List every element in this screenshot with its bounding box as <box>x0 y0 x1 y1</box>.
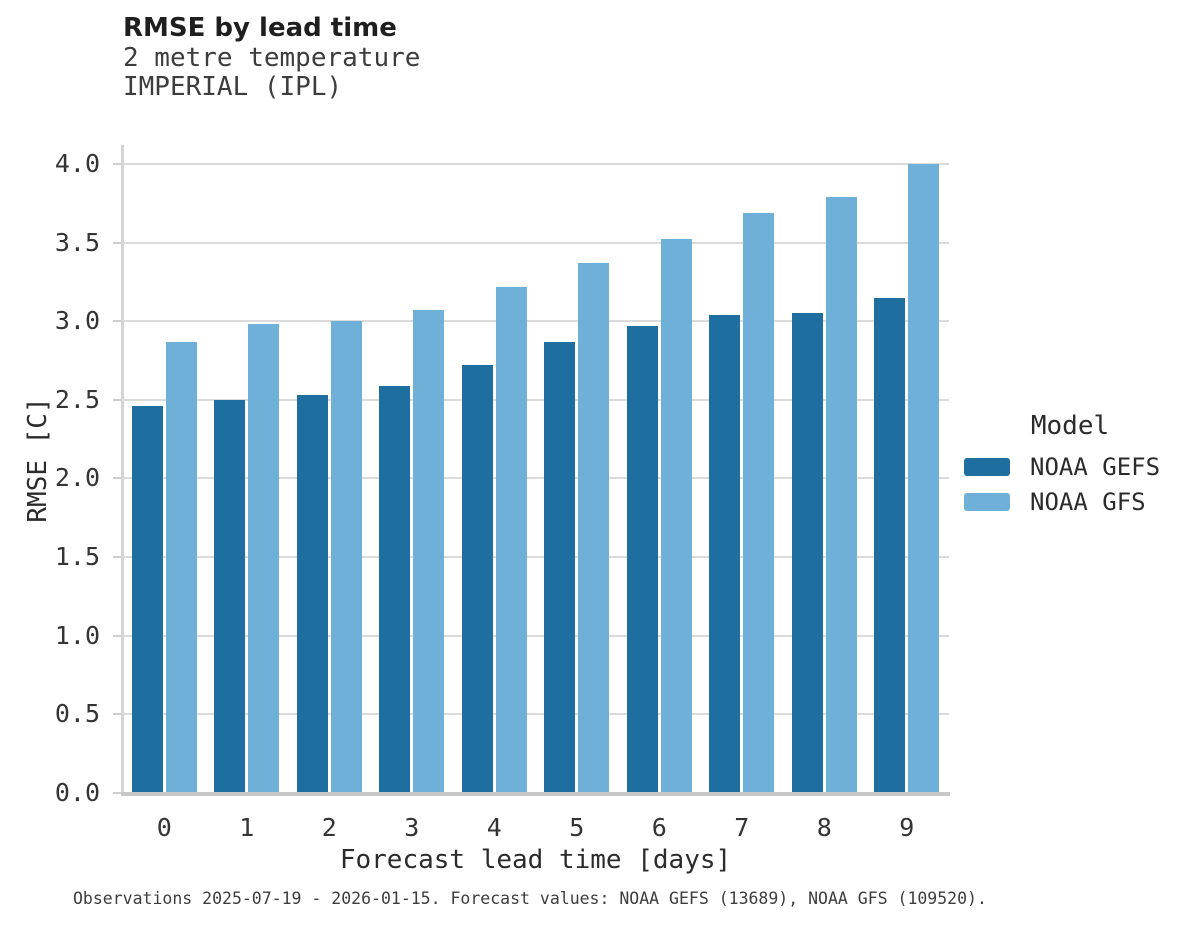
bar-noaa-gefs-lead-3 <box>379 385 411 793</box>
y-tick-label-1.0: 1.0 <box>54 620 100 650</box>
chart-title: RMSE by lead time <box>123 13 397 43</box>
x-tick-label-6: 6 <box>651 813 667 842</box>
y-axis-spine <box>121 145 124 793</box>
legend-label-noaa-gefs: NOAA GEFS <box>1030 452 1161 481</box>
bar-noaa-gfs-lead-3 <box>413 310 445 793</box>
x-tick-label-8: 8 <box>816 813 832 842</box>
gridline-1.5 <box>123 556 949 559</box>
legend-swatch-noaa-gefs <box>964 457 1010 476</box>
x-tick-label-7: 7 <box>734 813 750 842</box>
y-tick-0.5 <box>113 713 121 716</box>
legend-entry-noaa-gfs: NOAA GFS <box>964 484 1176 519</box>
chart-subtitle-line-1: 2 metre temperature <box>123 43 421 73</box>
bar-noaa-gfs-lead-7 <box>743 212 775 793</box>
x-tick-label-9: 9 <box>899 813 915 842</box>
bar-noaa-gefs-lead-5 <box>544 341 576 793</box>
y-tick-label-0.0: 0.0 <box>54 778 100 807</box>
y-tick-label-1.5: 1.5 <box>54 542 100 572</box>
y-tick-label-3.5: 3.5 <box>54 227 100 257</box>
bar-noaa-gfs-lead-2 <box>330 321 362 793</box>
bar-noaa-gfs-lead-4 <box>495 286 527 793</box>
y-tick-2.0 <box>113 477 121 480</box>
legend-label-noaa-gfs: NOAA GFS <box>1030 487 1146 516</box>
bar-noaa-gefs-lead-2 <box>296 395 328 793</box>
legend-title: Model <box>1030 411 1110 441</box>
y-tick-1.0 <box>113 634 121 637</box>
gridline-0.5 <box>123 713 949 716</box>
bar-noaa-gefs-lead-0 <box>131 406 163 793</box>
y-tick-2.5 <box>113 398 121 401</box>
bar-noaa-gfs-lead-0 <box>165 341 197 793</box>
x-tick-row: 0 1 2 3 4 5 6 7 8 9 <box>123 813 948 843</box>
x-axis-title: Forecast lead time [days] <box>339 845 732 875</box>
y-tick-3.5 <box>113 241 121 244</box>
y-tick-label-4.0: 4.0 <box>54 148 100 178</box>
x-tick-label-2: 2 <box>321 813 337 842</box>
legend-entries: NOAA GEFS NOAA GFS <box>964 449 1176 519</box>
gridline-1.0 <box>123 634 949 637</box>
bar-noaa-gfs-lead-8 <box>825 196 857 793</box>
y-tick-label-3.0: 3.0 <box>54 306 100 336</box>
x-axis-line <box>121 792 950 796</box>
bar-noaa-gefs-lead-4 <box>461 365 493 793</box>
chart-subtitle-line-2: IMPERIAL (IPL) <box>123 71 343 102</box>
x-tick-label-1: 1 <box>239 813 255 842</box>
bar-noaa-gefs-lead-9 <box>874 297 906 793</box>
x-tick-label-3: 3 <box>404 813 420 842</box>
chart-header: RMSE by lead time 2 metre temperature IM… <box>123 12 420 101</box>
gridline-2.5 <box>123 398 949 401</box>
y-tick-label-2.0: 2.0 <box>54 463 100 493</box>
gridline-4.0 <box>123 162 949 165</box>
bar-noaa-gfs-lead-9 <box>908 163 940 793</box>
bar-noaa-gefs-lead-6 <box>626 325 658 793</box>
plot-area: 0.0 0.5 1.0 1.5 2.0 2.5 3.0 3.5 4.0 <box>55 145 950 807</box>
bar-noaa-gfs-lead-1 <box>248 324 280 793</box>
gridline-2.0 <box>123 477 949 480</box>
y-tick-label-0.5: 0.5 <box>54 699 100 729</box>
bar-noaa-gfs-lead-6 <box>660 239 692 793</box>
gridline-3.5 <box>123 241 949 244</box>
y-tick-0.0 <box>113 792 121 794</box>
y-tick-1.5 <box>113 556 121 559</box>
legend-swatch-noaa-gfs <box>964 492 1010 511</box>
gridline-3.0 <box>123 320 949 323</box>
legend-entry-noaa-gefs: NOAA GEFS <box>964 449 1176 484</box>
y-axis-title: RMSE [C] <box>23 397 53 523</box>
x-tick-label-5: 5 <box>569 813 585 842</box>
y-tick-4.0 <box>113 162 121 165</box>
y-tick-label-2.5: 2.5 <box>54 384 100 414</box>
y-tick-3.0 <box>113 320 121 323</box>
x-tick-label-0: 0 <box>156 813 172 842</box>
bar-noaa-gfs-lead-5 <box>578 263 610 793</box>
bar-noaa-gefs-lead-1 <box>214 399 246 793</box>
caption: Observations 2025-07-19 - 2026-01-15. Fo… <box>73 889 987 908</box>
x-tick-label-4: 4 <box>486 813 502 842</box>
bar-noaa-gefs-lead-7 <box>709 314 741 793</box>
bar-noaa-gefs-lead-8 <box>791 313 823 793</box>
legend: Model NOAA GEFS NOAA GFS <box>964 412 1176 519</box>
